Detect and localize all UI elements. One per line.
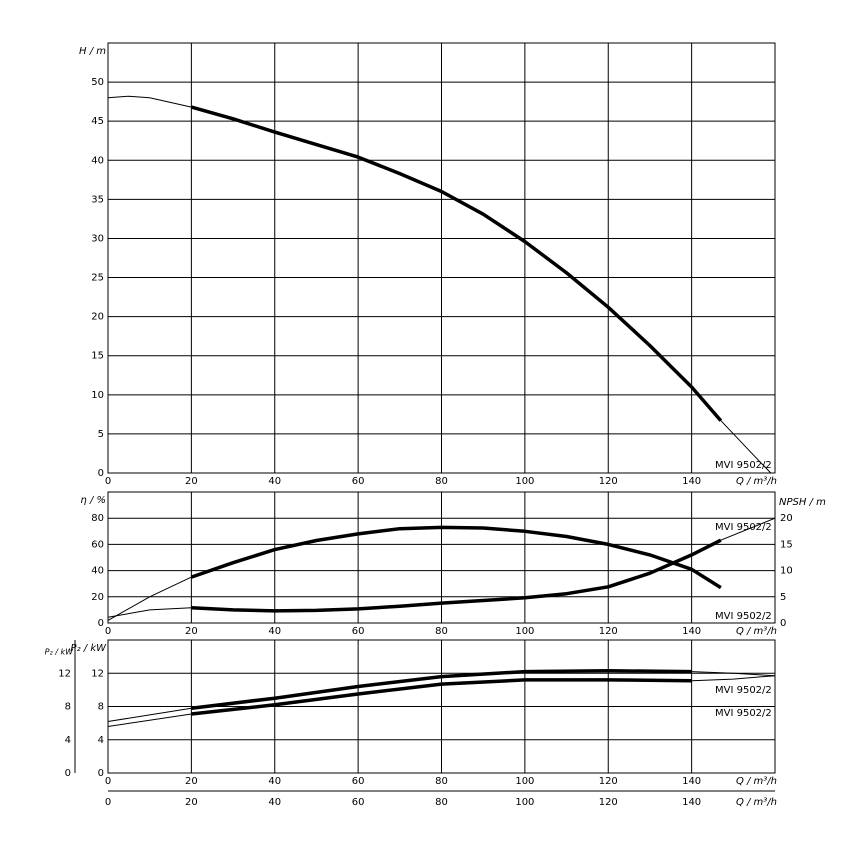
y-tick-label: 10	[91, 390, 104, 401]
x2-tick-label: 0	[105, 797, 111, 808]
y-tick-label: 20	[91, 592, 104, 603]
x-tick-label: 80	[435, 776, 448, 787]
x-tick-label: 20	[185, 626, 198, 637]
x-axis-label: Q / m³/h	[736, 476, 777, 487]
y-tick-label: 15	[91, 351, 104, 362]
y2-axis-label: P₂ / kW	[45, 648, 74, 657]
x2-tick-label: 80	[435, 797, 448, 808]
y-tick-label: 20	[91, 312, 104, 323]
x-tick-label: 40	[268, 626, 281, 637]
y2-tick-label: 12	[58, 668, 71, 679]
x-axis-label: Q / m³/h	[736, 776, 777, 787]
x2-tick-label: 120	[599, 797, 618, 808]
y-tick-label: 5	[98, 429, 104, 440]
y-tick-label: 0	[98, 768, 104, 779]
y2-tick-label: 20	[780, 513, 793, 524]
x-tick-label: 100	[515, 476, 534, 487]
y-tick-label: 0	[98, 468, 104, 479]
curve-operating	[191, 678, 692, 716]
y2-tick-label: 0	[780, 618, 786, 629]
y2-tick-label: 4	[65, 735, 71, 746]
y-tick-label: 80	[91, 513, 104, 524]
x-tick-label: 80	[435, 626, 448, 637]
curve-label: MVI 9502/2	[715, 685, 772, 696]
x-tick-label: 120	[599, 476, 618, 487]
x-tick-label: 0	[105, 626, 111, 637]
y2-tick-label: 10	[780, 566, 793, 577]
x2-tick-label: 60	[352, 797, 365, 808]
y-tick-label: 35	[91, 194, 104, 205]
plot-frame	[107, 42, 776, 474]
x-tick-label: 60	[352, 776, 365, 787]
y-tick-label: 40	[91, 155, 104, 166]
x-axis-label: Q / m³/h	[736, 626, 777, 637]
curve-operating	[191, 538, 722, 613]
y2-axis-label: NPSH / m	[779, 497, 826, 508]
x-tick-label: 60	[352, 476, 365, 487]
x-tick-label: 20	[185, 776, 198, 787]
y2-tick-label: 15	[780, 539, 793, 550]
x-tick-label: 0	[105, 776, 111, 787]
x-tick-label: 40	[268, 476, 281, 487]
y2-tick-label: 5	[780, 592, 786, 603]
y-tick-label: 4	[98, 735, 104, 746]
y-tick-label: 8	[98, 702, 104, 713]
y-tick-label: 40	[91, 566, 104, 577]
y-axis-label: η / %	[80, 495, 106, 506]
x-tick-label: 140	[682, 626, 701, 637]
x-tick-label: 100	[515, 626, 534, 637]
x-tick-label: 120	[599, 626, 618, 637]
y2-tick-label: 0	[65, 768, 71, 779]
x2-axis-label: Q / m³/h	[736, 797, 777, 808]
x-tick-label: 80	[435, 476, 448, 487]
y-tick-label: 60	[91, 539, 104, 550]
curve-label: MVI 9502/2	[715, 522, 772, 533]
curve-label: MVI 9502/2	[715, 611, 772, 622]
x-tick-label: 0	[105, 476, 111, 487]
curve-operating	[190, 105, 723, 422]
y-tick-label: 50	[91, 77, 104, 88]
x-tick-label: 60	[352, 626, 365, 637]
x-tick-label: 120	[599, 776, 618, 787]
x-tick-label: 100	[515, 776, 534, 787]
plot-frame	[107, 639, 776, 774]
x-tick-label: 20	[185, 476, 198, 487]
y-tick-label: 12	[91, 668, 104, 679]
curve-operating	[191, 669, 692, 710]
y-tick-label: 45	[91, 116, 104, 127]
y-axis-label: H / m	[79, 46, 106, 57]
y-axis-label: P₂ / kW	[71, 643, 108, 654]
x2-tick-label: 20	[185, 797, 198, 808]
x2-tick-label: 40	[268, 797, 281, 808]
x-tick-label: 140	[682, 776, 701, 787]
y-tick-label: 0	[98, 618, 104, 629]
x2-tick-label: 140	[682, 797, 701, 808]
x-tick-label: 40	[268, 776, 281, 787]
y2-tick-label: 8	[65, 702, 71, 713]
curve-label: MVI 9502/2	[715, 708, 772, 719]
x-tick-label: 140	[682, 476, 701, 487]
y-tick-label: 25	[91, 273, 104, 284]
x2-tick-label: 100	[515, 797, 534, 808]
y-tick-label: 30	[91, 233, 104, 244]
curve-operating	[190, 525, 722, 590]
plot-frame	[107, 491, 776, 624]
curve-thin	[107, 95, 772, 474]
curve-label: MVI 9502/2	[715, 460, 772, 471]
